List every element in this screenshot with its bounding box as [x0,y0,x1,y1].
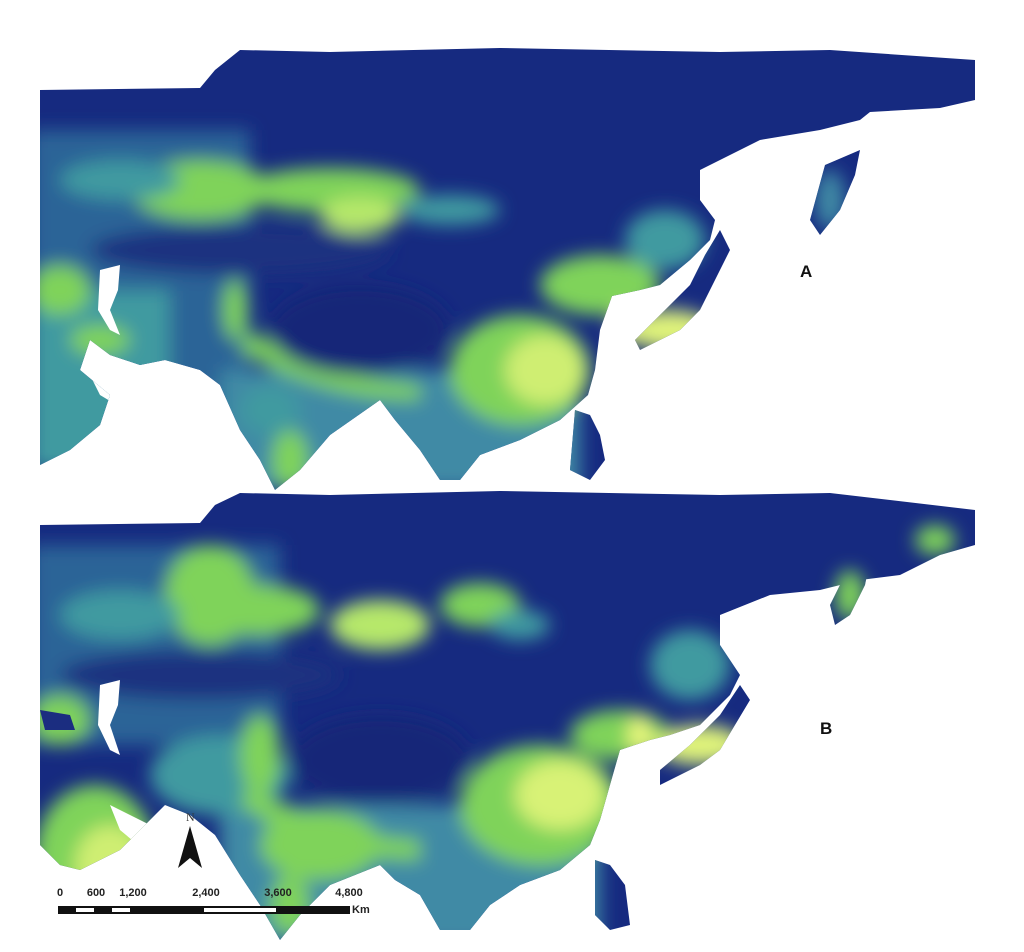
scale-label: 4,800 [335,887,363,899]
panel-label-a: A [800,262,813,281]
map-panel-b: B N 0 600 1,200 2,400 3,600 4,800 Km [0,485,1024,945]
scale-label: 600 [86,887,106,899]
scale-label: 3,600 [264,887,292,899]
scale-label: 0 [56,887,64,899]
scale-unit: Km [352,904,370,916]
scale-label: 2,400 [192,887,220,899]
north-arrow-icon [178,826,202,868]
map-panel-a: A [0,40,1024,490]
map-a-raster [40,48,975,490]
north-letter: N [186,810,195,824]
panel-label-b: B [820,719,833,738]
north-arrow: N [175,810,205,870]
map-b-raster [40,491,975,940]
scale-bar-graphic [58,906,350,914]
scale-bar: 0 600 1,200 2,400 3,600 4,800 Km [56,885,376,925]
scale-label: 1,200 [119,887,147,899]
